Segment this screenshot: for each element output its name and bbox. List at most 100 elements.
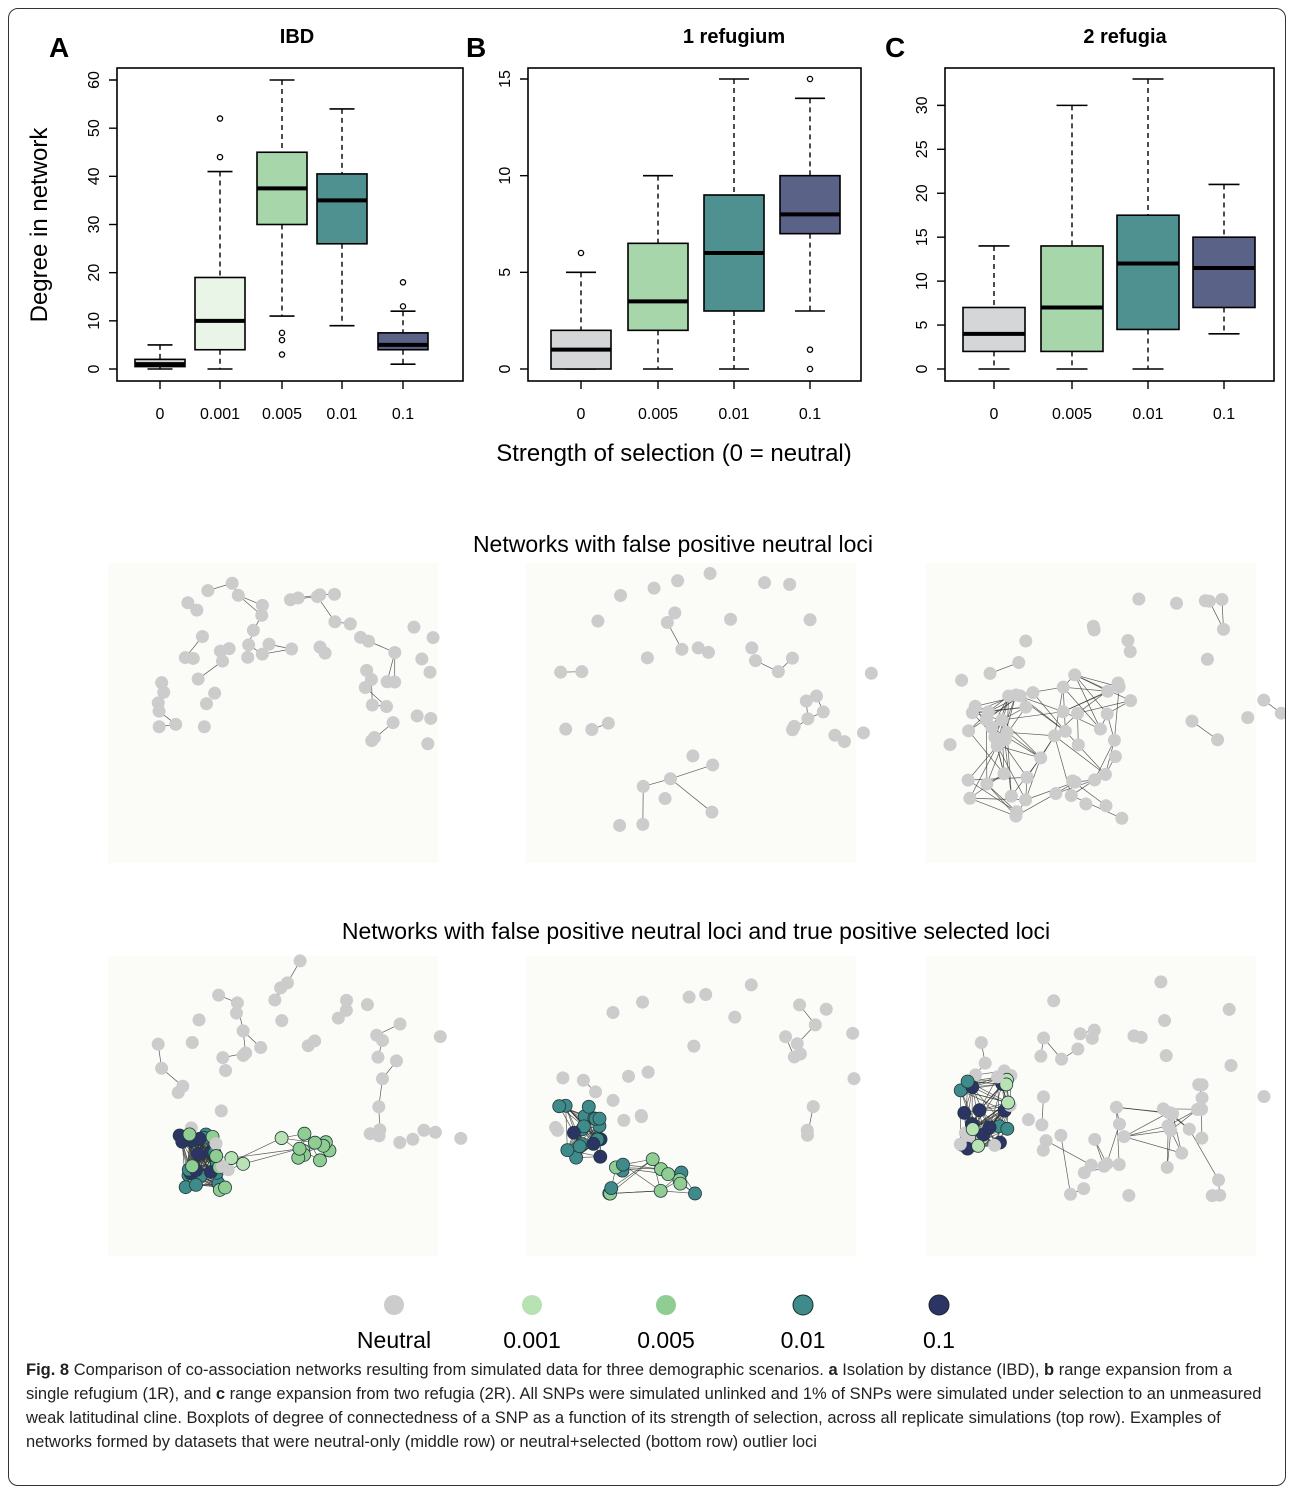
box-0.01 (316, 108, 368, 327)
network-node (1049, 787, 1063, 801)
network-node (372, 1129, 386, 1143)
network-node (1159, 1049, 1173, 1063)
network-node (388, 675, 402, 689)
network-nodes (943, 592, 1285, 825)
network-node (943, 738, 957, 752)
legend-item-0-005: 0.005 (637, 1295, 695, 1353)
x-tick-label: 0 (577, 406, 586, 423)
network-node (1202, 594, 1216, 608)
network-node (181, 596, 195, 610)
network-node (1012, 656, 1026, 670)
network-node (423, 665, 437, 679)
caption-text-c: range expansion from two refugia (2R). A… (26, 1385, 1262, 1451)
network-node (787, 719, 801, 733)
network-node (340, 993, 354, 1007)
network-edge (968, 730, 1005, 774)
y-tick-label: 10 (86, 312, 103, 330)
network-node (1071, 1042, 1085, 1056)
network-node (213, 644, 227, 658)
network-node (1195, 1091, 1209, 1105)
box-body (1116, 214, 1180, 331)
network-node (974, 1036, 988, 1050)
network-node (1099, 799, 1113, 813)
network-nodes (549, 978, 861, 1201)
box-0.005 (1040, 104, 1104, 370)
y-tick-label: 50 (86, 119, 103, 137)
network-node (1107, 733, 1121, 747)
network-node (1019, 634, 1033, 648)
network-node (617, 1113, 631, 1127)
network-node (1002, 689, 1016, 703)
box-body (779, 174, 841, 235)
network-edge (1045, 1140, 1092, 1166)
network-node (1109, 1100, 1123, 1114)
network-node (1162, 1106, 1176, 1120)
network-node (407, 620, 421, 634)
box-0.01 (1116, 78, 1180, 370)
outlier-point (806, 365, 814, 373)
network-node (191, 672, 205, 686)
network-node (365, 698, 379, 712)
network-node (604, 1181, 619, 1196)
network-node (965, 1122, 980, 1137)
outlier-point (806, 75, 814, 83)
network-node (1124, 694, 1138, 708)
network-node (972, 1103, 987, 1118)
legend-swatch (928, 1294, 950, 1316)
network-node (1160, 1160, 1174, 1174)
network-node (1127, 1029, 1141, 1043)
network-node (960, 1074, 975, 1089)
network-node (231, 588, 245, 602)
network-node (1195, 1078, 1209, 1092)
network-edge (670, 778, 713, 813)
network-node (1077, 1166, 1091, 1180)
legend-label: Neutral (357, 1327, 431, 1353)
network-edge (1065, 731, 1106, 775)
box-0 (550, 249, 612, 370)
network-edge (1106, 1123, 1120, 1164)
network-node (424, 711, 438, 725)
network-edge (1123, 1112, 1169, 1137)
network-node (982, 1120, 997, 1135)
network-edge (1124, 1130, 1171, 1137)
network-node (965, 706, 979, 720)
network-node (1195, 1102, 1209, 1116)
network-node (636, 817, 650, 831)
y-tick-label: 5 (914, 321, 931, 330)
network-edge (243, 1148, 300, 1165)
network-node (744, 978, 758, 992)
network-node (1108, 750, 1122, 764)
legend-swatch (384, 1295, 404, 1315)
x-tick-label: 0.1 (799, 406, 821, 423)
network-node (758, 576, 772, 590)
network-node (195, 629, 209, 643)
network-node (783, 577, 797, 591)
boxplot-panel-b: B 1 refugium 0 5 10 15 0 0.005 0.01 0.1 (466, 26, 862, 423)
y-tick-label: 40 (86, 167, 103, 185)
network-node (955, 673, 969, 687)
network-node (285, 642, 299, 656)
network-node (963, 791, 977, 805)
x-tick-label: 0.01 (1132, 406, 1163, 423)
network-edge (1172, 1113, 1183, 1154)
network-node (216, 1159, 230, 1173)
y-tick-label: 30 (914, 96, 931, 114)
caption-fig-label: Fig. 8 (26, 1361, 70, 1379)
network-node (837, 735, 851, 749)
network-node (997, 731, 1011, 745)
network-node (793, 998, 807, 1012)
network-node (1071, 706, 1085, 720)
network-node (634, 1109, 648, 1123)
network-node (1068, 775, 1082, 789)
legend-swatch (522, 1295, 542, 1315)
network-node (1224, 1058, 1238, 1072)
network-node (1121, 634, 1135, 648)
network-edge (1060, 1135, 1071, 1195)
network-node (703, 566, 717, 580)
network-edge (1063, 686, 1108, 692)
network-node (209, 1149, 224, 1163)
network-node (214, 1104, 228, 1118)
network-node (999, 1077, 1014, 1092)
network-node (613, 818, 627, 832)
network-node (1175, 1146, 1189, 1160)
